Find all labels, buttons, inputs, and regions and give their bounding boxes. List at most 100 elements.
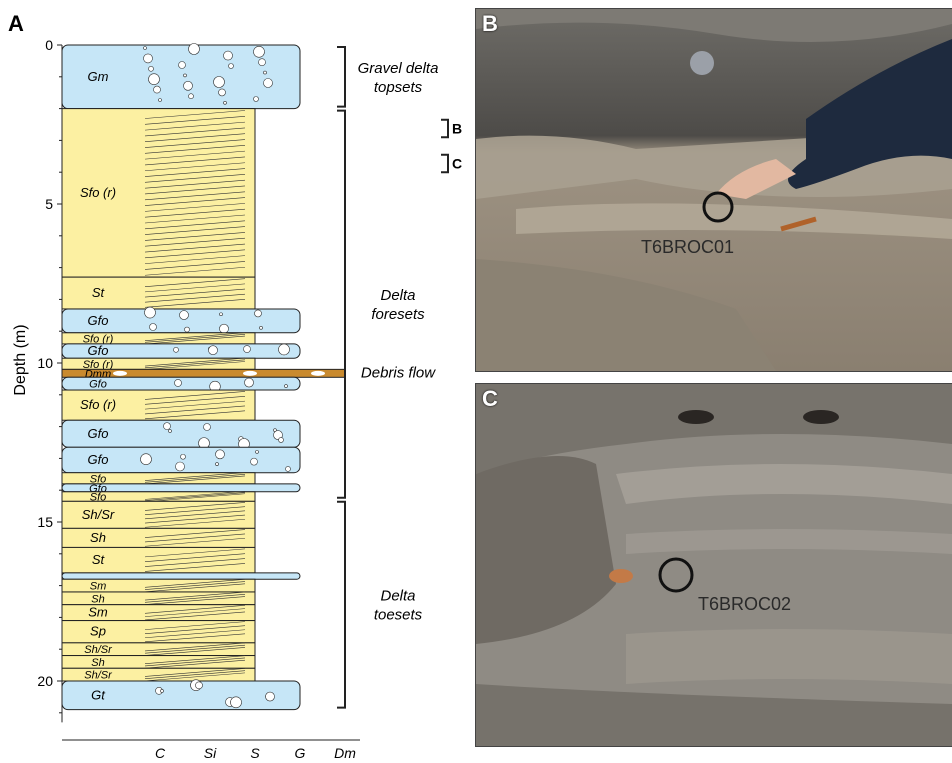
- unit-code: Sh/Sr: [82, 507, 115, 522]
- lamination: [144, 255, 246, 264]
- clast: [243, 370, 257, 376]
- facies-bracket: [337, 46, 346, 108]
- lamination: [144, 581, 246, 590]
- lamination: [144, 642, 246, 652]
- clast: [153, 85, 161, 94]
- unit-code: Sm: [88, 605, 108, 620]
- clast: [174, 379, 182, 387]
- lamination: [144, 400, 246, 410]
- lamination: [144, 395, 246, 405]
- log-unit: Sm: [61, 578, 256, 593]
- log-unit: Gfo: [61, 343, 301, 359]
- log-unit: [61, 572, 301, 580]
- clast: [148, 73, 160, 85]
- clast: [230, 696, 242, 709]
- clast: [183, 73, 187, 78]
- lamination: [144, 563, 246, 572]
- lamination: [144, 579, 246, 588]
- clast: [140, 453, 152, 465]
- photo-b-image: [476, 9, 952, 371]
- lamination: [144, 335, 246, 345]
- lamination: [144, 657, 246, 667]
- clast: [215, 462, 219, 466]
- log-unit: Sh/Sr: [61, 667, 256, 682]
- lamination: [144, 203, 246, 212]
- photo-marker-label: B: [452, 120, 462, 136]
- log-unit: Sfo (r): [61, 357, 256, 371]
- clast: [203, 423, 211, 431]
- debris-flow-label: Debris flow: [361, 365, 436, 382]
- lamination: [144, 510, 246, 520]
- lamination: [144, 625, 246, 634]
- photo-marker-bracket: [441, 153, 449, 174]
- clast: [188, 43, 200, 55]
- lamination: [144, 472, 246, 481]
- unit-code: Sfo: [90, 473, 107, 485]
- unit-code: Sp: [90, 624, 106, 639]
- clast: [244, 377, 254, 388]
- facies-bracket: [337, 109, 346, 499]
- clast: [263, 70, 267, 75]
- log-unit: Gm: [61, 43, 301, 110]
- lamination: [144, 133, 246, 143]
- lamination: [144, 121, 246, 131]
- photo-b: B T6BROC01: [475, 8, 952, 372]
- facies-label: Gravel delta topsets: [358, 60, 439, 96]
- unit-rect: [61, 500, 256, 529]
- depth-tick-label: 20: [37, 673, 53, 689]
- lamination: [144, 214, 246, 224]
- unit-code: Gfo: [88, 426, 109, 441]
- log-unit: Gfo: [61, 306, 301, 334]
- clast: [250, 457, 258, 466]
- unit-code: Gfo: [88, 313, 109, 328]
- unit-code: Sh/Sr: [84, 644, 113, 656]
- lamination: [144, 391, 246, 400]
- photo-marker-bracket: [441, 118, 449, 139]
- lamination: [144, 518, 246, 528]
- depth-axis-label: Depth (m): [12, 324, 29, 395]
- lamination: [144, 410, 246, 420]
- depth-tick-label: 0: [45, 37, 53, 53]
- depth-axis: 0 5 10 15 20: [37, 37, 63, 723]
- lamination: [144, 608, 246, 617]
- clast: [219, 323, 229, 334]
- clast: [158, 98, 162, 102]
- lamination: [144, 491, 246, 500]
- clast: [188, 93, 194, 99]
- clast: [144, 306, 156, 319]
- clast: [208, 345, 218, 356]
- clast: [183, 81, 193, 91]
- unit-code: St: [92, 552, 106, 567]
- clast: [223, 101, 227, 105]
- unit-rect: [61, 572, 301, 580]
- lamination: [144, 278, 246, 288]
- log-unit: Sfo (r): [61, 108, 256, 278]
- grain-tick-label: G: [295, 745, 306, 761]
- lamination: [144, 629, 246, 639]
- log-unit: Sm: [61, 604, 256, 622]
- lamination: [144, 537, 246, 547]
- unit-code: Gfo: [88, 452, 109, 467]
- facies-brackets: Gravel delta topsets Delta foresets Delta toe…: [337, 46, 462, 709]
- lamination: [144, 197, 246, 206]
- log-unit: Sp: [61, 620, 256, 644]
- unit-code: St: [92, 285, 106, 300]
- lamination: [144, 283, 246, 293]
- lamination: [144, 583, 246, 593]
- lamination: [144, 553, 246, 563]
- unit-code: Sh: [91, 657, 104, 669]
- sample-label-b: T6BROC01: [641, 237, 735, 257]
- unit-code: Gfo: [89, 379, 107, 391]
- unit-code: Sfo (r): [80, 185, 116, 200]
- grain-tick-label: Dm: [334, 745, 356, 761]
- clast: [215, 449, 225, 460]
- clast: [254, 309, 262, 318]
- clast: [253, 96, 259, 102]
- grain-tick-label: C: [155, 745, 166, 761]
- unit-code: Gm: [88, 69, 109, 84]
- lamination: [144, 558, 246, 567]
- unit-code: Gfo: [88, 343, 109, 358]
- log-unit: Sh: [61, 527, 256, 548]
- lamination: [144, 473, 246, 483]
